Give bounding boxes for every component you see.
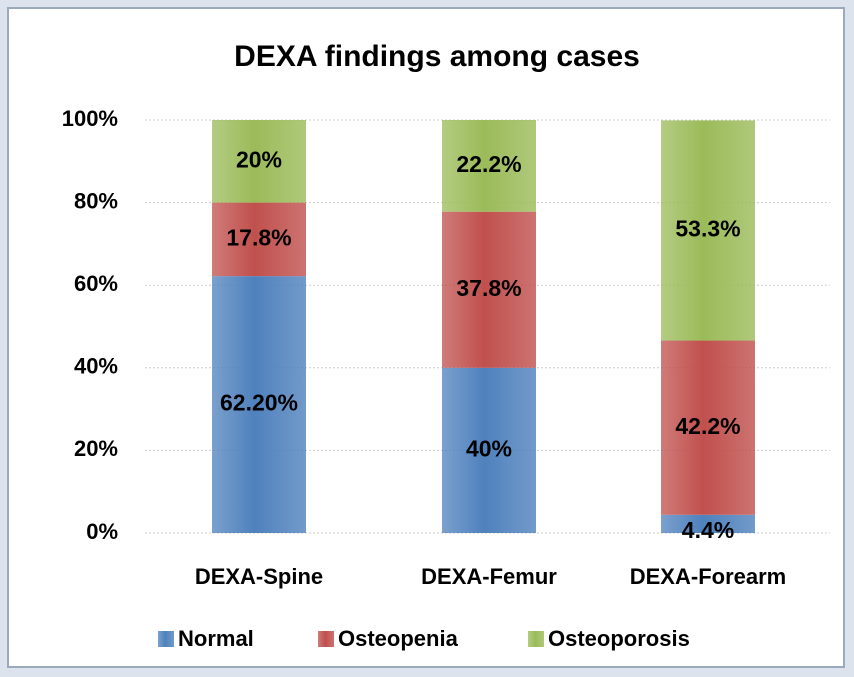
y-tick-label: 20% xyxy=(74,436,118,461)
data-label: 37.8% xyxy=(456,275,521,301)
data-label: 4.4% xyxy=(682,517,734,543)
legend-label: Osteoporosis xyxy=(548,626,690,651)
bar-segment xyxy=(212,276,306,533)
y-tick-label: 100% xyxy=(62,106,118,131)
y-tick-label: 40% xyxy=(74,354,118,379)
legend-label: Normal xyxy=(178,626,254,651)
data-label: 62.20% xyxy=(220,390,298,416)
chart-title: DEXA findings among cases xyxy=(234,40,640,73)
bar-segment xyxy=(661,340,755,515)
bar-segment xyxy=(442,367,536,533)
bar-segment xyxy=(442,211,536,368)
data-label: 20% xyxy=(236,146,282,172)
legend-swatch xyxy=(528,631,544,647)
data-label: 40% xyxy=(466,435,512,461)
x-tick-label: DEXA-Forearm xyxy=(630,564,786,589)
y-tick-label: 60% xyxy=(74,271,118,296)
bar-segment xyxy=(442,120,536,212)
data-label: 17.8% xyxy=(226,224,291,250)
bar-segment xyxy=(212,120,306,203)
bar-segment xyxy=(661,514,755,533)
x-tick-label: DEXA-Spine xyxy=(195,564,323,589)
y-tick-label: 0% xyxy=(86,519,118,544)
data-label: 53.3% xyxy=(675,216,740,242)
bar-segment xyxy=(212,202,306,277)
x-tick-label: DEXA-Femur xyxy=(421,564,557,589)
legend-label: Osteopenia xyxy=(338,626,459,651)
legend-swatch xyxy=(158,631,174,647)
y-tick-label: 80% xyxy=(74,188,118,213)
legend-swatch xyxy=(318,631,334,647)
bar-segment xyxy=(661,120,755,341)
data-label: 22.2% xyxy=(456,151,521,177)
data-label: 42.2% xyxy=(675,413,740,439)
